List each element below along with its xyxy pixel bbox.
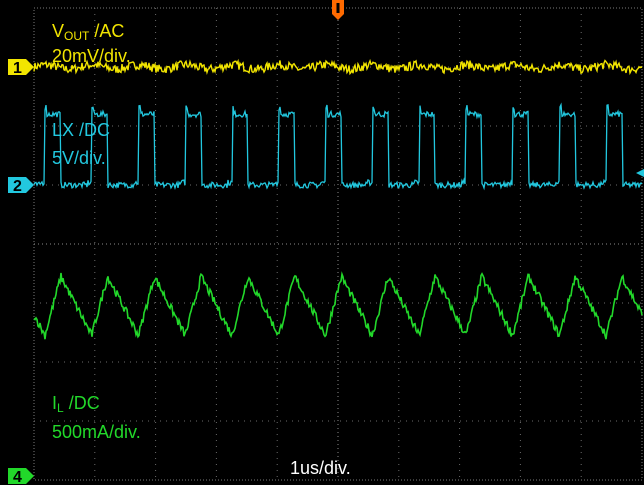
lx-trace	[33, 102, 643, 191]
ch1-marker-shape	[8, 59, 34, 75]
lx-scale-label: 5V/div.	[52, 148, 106, 168]
trigger-marker-glyph	[336, 3, 340, 13]
lx-reference-arrow	[636, 169, 644, 177]
ch2-marker-number: 2	[13, 178, 22, 195]
lx-channel-label: LX /DC	[52, 120, 111, 140]
channel-markers: 1 2 4	[8, 0, 644, 485]
vout-trace	[33, 58, 643, 76]
ch4-marker-shape	[8, 468, 34, 484]
ch1-marker-number: 1	[13, 60, 22, 77]
il-trace	[33, 271, 643, 340]
waveform-traces	[33, 58, 643, 340]
vout-channel-label: VOUT /AC	[52, 21, 125, 43]
ch4-marker-number: 4	[13, 469, 22, 485]
time-scale-label: 1us/div.	[290, 458, 351, 478]
graticule	[33, 7, 643, 481]
il-scale-label: 500mA/div.	[52, 422, 141, 442]
ch2-marker-shape	[8, 177, 34, 193]
il-channel-label: IL /DC	[52, 393, 100, 415]
vout-scale-label: 20mV/div.	[52, 46, 131, 66]
